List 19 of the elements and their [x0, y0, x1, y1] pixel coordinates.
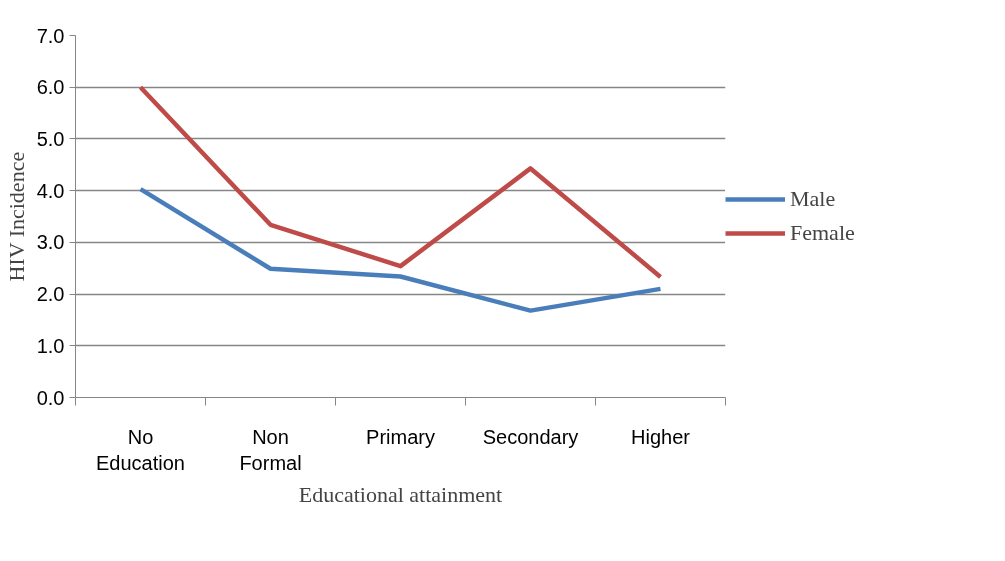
y-tick-label: 7.0	[36, 24, 65, 47]
y-tick-label: 2.0	[36, 283, 65, 306]
x-tick-label: Primary	[366, 425, 435, 448]
legend-label: Male	[790, 186, 836, 212]
y-axis-title: HIV Incidence	[3, 151, 29, 282]
y-tick-label: 6.0	[36, 76, 65, 99]
x-tick-label: Secondary	[482, 425, 579, 448]
legend-label: Female	[790, 220, 855, 246]
x-tick-label: Non Formal	[239, 425, 302, 474]
line-series	[138, 186, 663, 313]
line-series	[138, 84, 663, 280]
x-tick-label: Higher	[631, 425, 691, 448]
x-axis-title: Educational attainment	[298, 481, 503, 507]
y-tick-label: 1.0	[36, 334, 65, 357]
y-tick-label: 4.0	[36, 179, 65, 202]
y-tick-label: 5.0	[36, 127, 65, 150]
y-tick-label: 3.0	[36, 231, 65, 254]
x-tick-label: No Education	[96, 425, 185, 474]
y-tick-label: 0.0	[36, 386, 65, 409]
